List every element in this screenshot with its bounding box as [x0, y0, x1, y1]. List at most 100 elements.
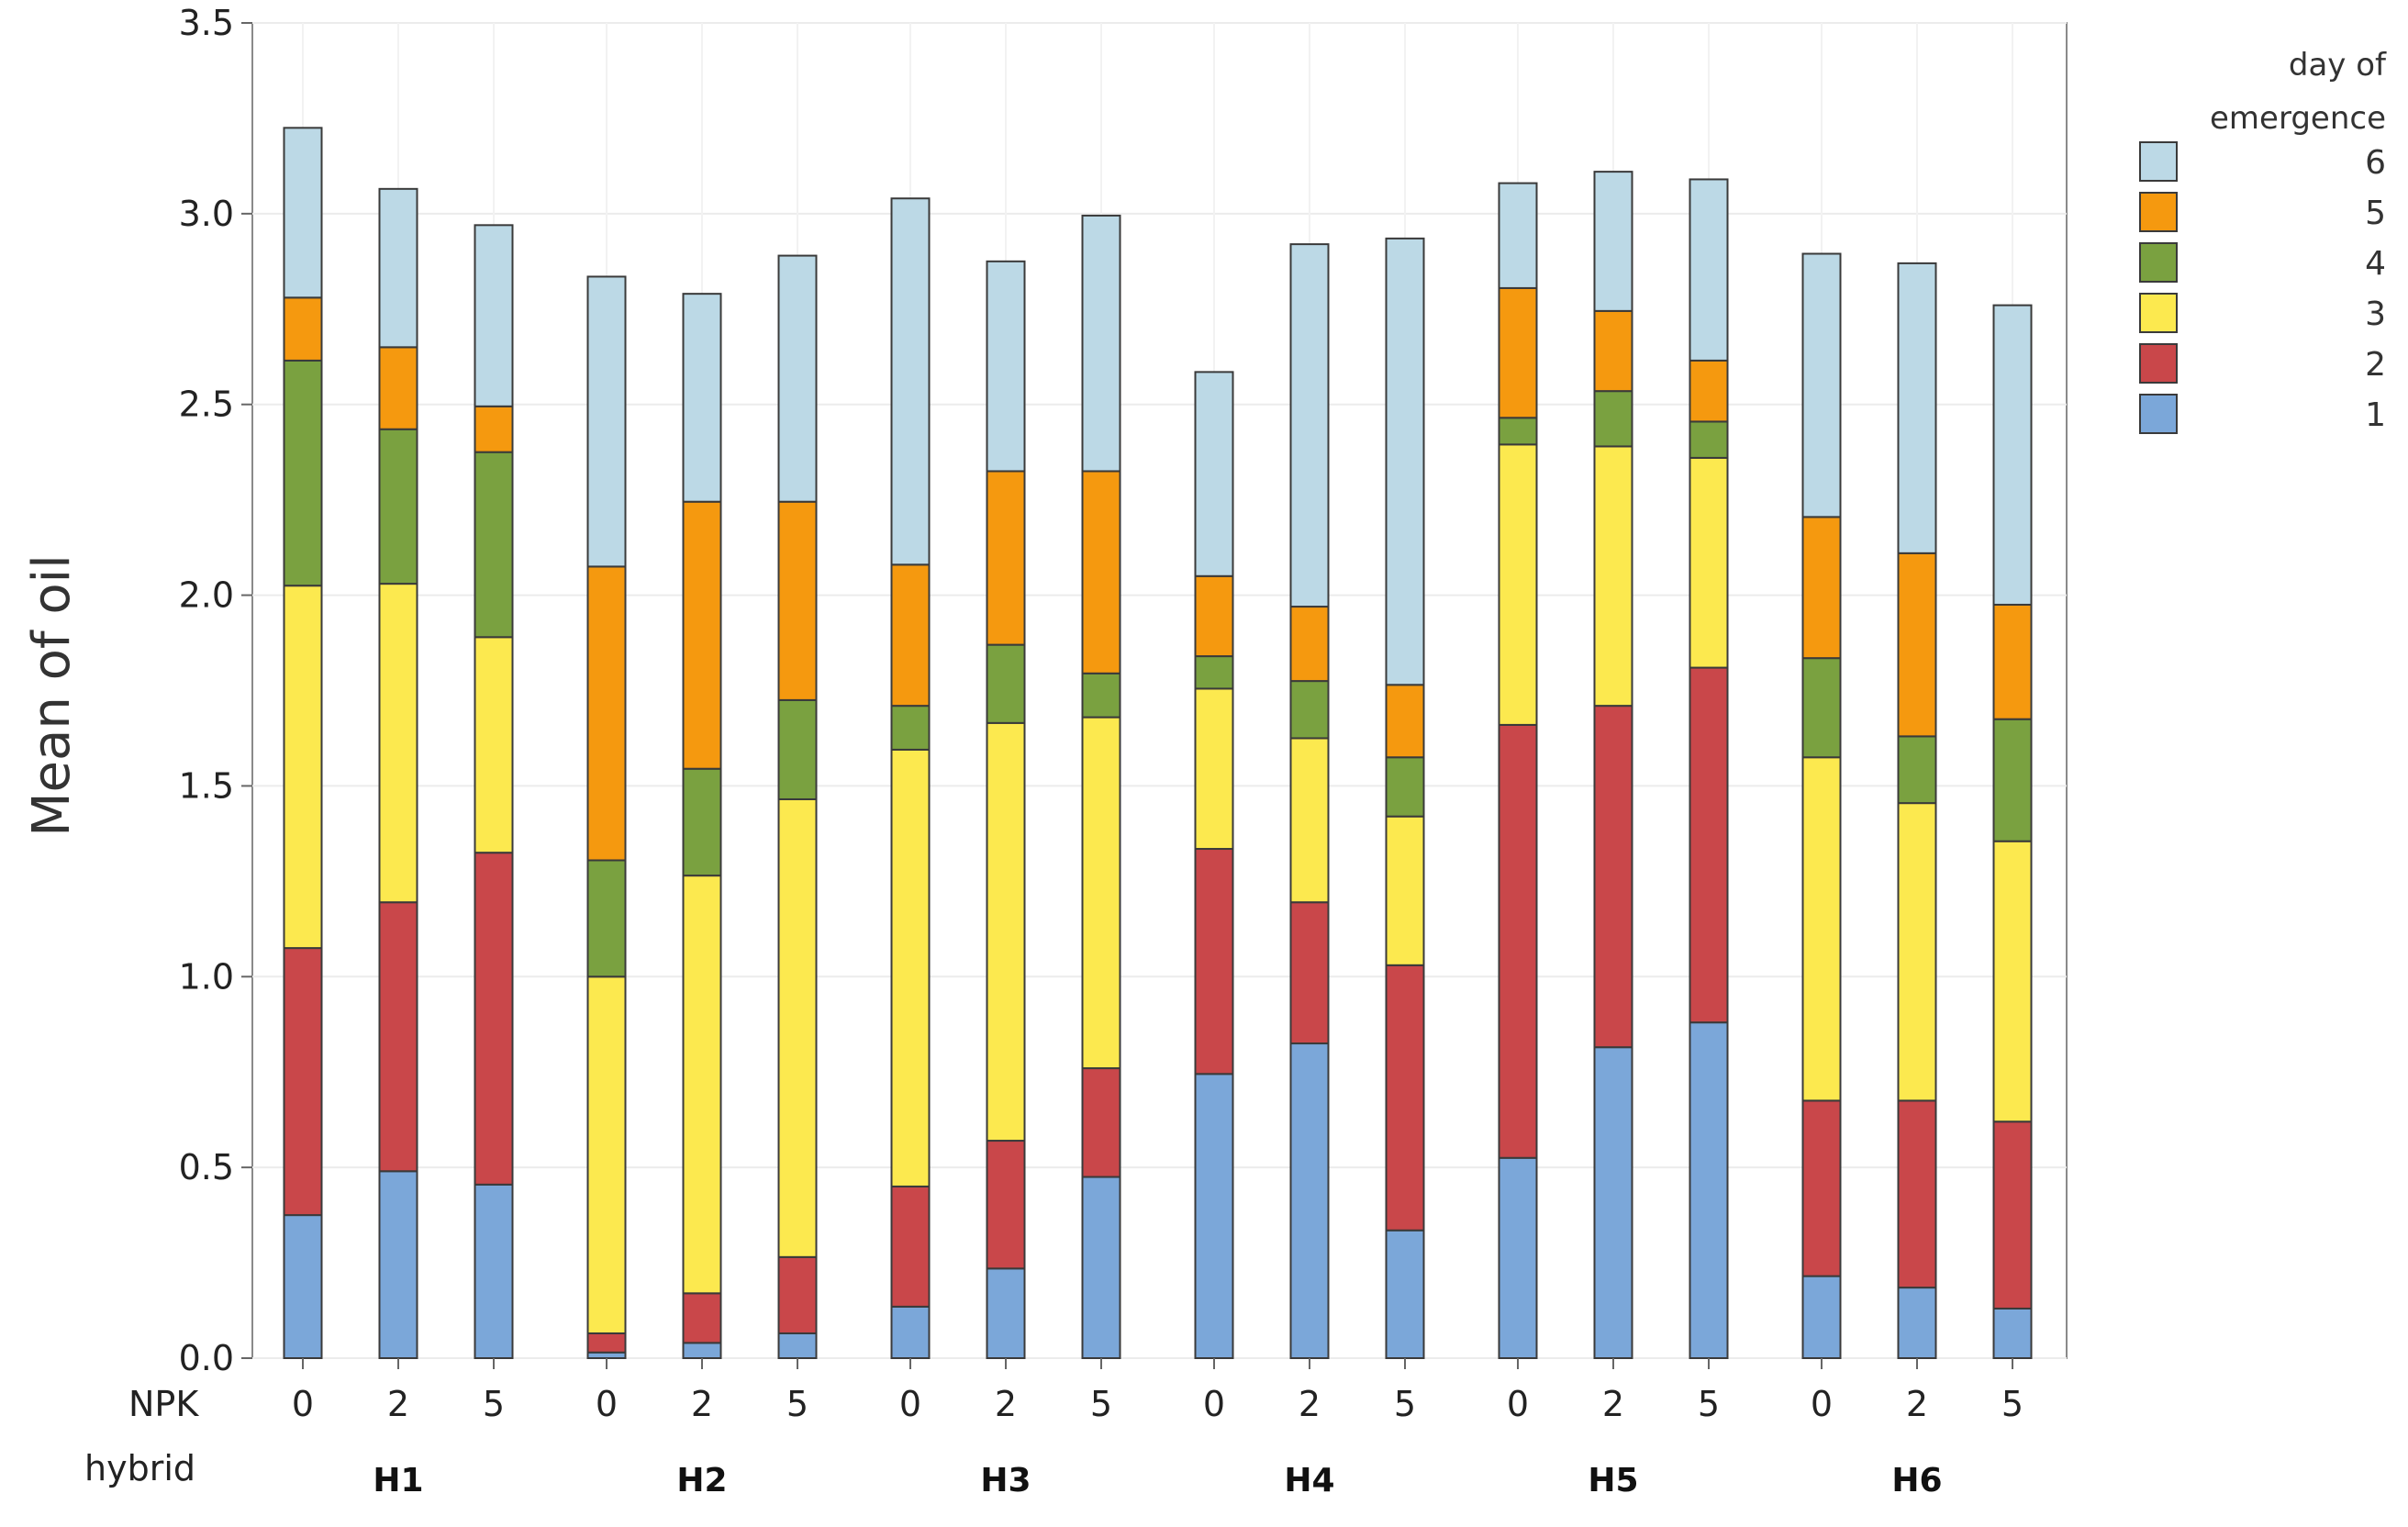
- bar-segment-day-3: [1801, 756, 1842, 1102]
- npk-tick-label: 2: [995, 1384, 1017, 1424]
- npk-tick-label: 5: [1698, 1384, 1720, 1424]
- bar-segment-day-5: [1801, 516, 1842, 660]
- npk-tick-label: 5: [1394, 1384, 1416, 1424]
- y-tick-label: 0.5: [179, 1147, 234, 1187]
- bar-segment-day-5: [682, 500, 722, 770]
- bar-segment-day-1: [890, 1305, 931, 1359]
- bar-segment-day-4: [1385, 756, 1425, 818]
- bar-segment-day-3: [1689, 456, 1729, 669]
- bar-segment-day-4: [1992, 718, 2033, 842]
- bar-segment-day-2: [1498, 723, 1538, 1159]
- bar-segment-day-5: [1689, 359, 1729, 423]
- y-tick-label: 1.5: [179, 765, 234, 806]
- bar-segment-day-4: [1801, 657, 1842, 759]
- bar-segment-day-5: [474, 405, 514, 453]
- y-tick-label: 3.0: [179, 194, 234, 234]
- bar-segment-day-6: [1498, 182, 1538, 289]
- npk-tick-label: 2: [691, 1384, 713, 1424]
- bar-segment-day-6: [1593, 171, 1633, 312]
- bar-segment-day-6: [1194, 371, 1234, 577]
- npk-tick-label: 0: [292, 1384, 314, 1424]
- npk-tick-label: 2: [1906, 1384, 1928, 1424]
- bar-segment-day-2: [1801, 1099, 1842, 1277]
- bar-segment-day-4: [586, 859, 627, 978]
- bar-segment-day-4: [1689, 420, 1729, 459]
- bar-segment-day-4: [283, 359, 323, 587]
- hybrid-row-label: hybrid: [84, 1448, 195, 1488]
- npk-tick-label: 0: [899, 1384, 921, 1424]
- bar-segment-day-3: [682, 875, 722, 1295]
- bar-segment-day-3: [378, 583, 418, 904]
- bar-segment-day-2: [1081, 1067, 1121, 1178]
- bar-segment-day-2: [1992, 1120, 2033, 1310]
- bar-segment-day-3: [986, 721, 1026, 1142]
- bar-segment-day-2: [682, 1292, 722, 1344]
- hybrid-label: H6: [1891, 1462, 1942, 1499]
- bar-segment-day-5: [1498, 286, 1538, 419]
- legend-title-line1: day of: [2289, 47, 2387, 84]
- npk-tick-label: 0: [596, 1384, 618, 1424]
- bar-segment-day-2: [1593, 705, 1633, 1049]
- bar-segment-day-6: [474, 224, 514, 407]
- hybrid-label: H5: [1588, 1462, 1638, 1499]
- bar-segment-day-5: [1992, 603, 2033, 720]
- bar-segment-day-3: [1593, 445, 1633, 708]
- bar-segment-day-5: [1593, 309, 1633, 393]
- y-tick-label: 3.5: [179, 3, 234, 43]
- bar-segment-day-1: [378, 1170, 418, 1360]
- bar-segment-day-3: [283, 585, 323, 950]
- bar-segment-day-1: [1385, 1229, 1425, 1359]
- legend-items: 6 5 4 3 2 1: [2139, 141, 2386, 434]
- bar-segment-day-5: [1385, 684, 1425, 759]
- npk-tick-label: 2: [1299, 1384, 1321, 1424]
- bar-segment-day-5: [1289, 606, 1330, 683]
- hybrid-label: H2: [676, 1462, 727, 1499]
- bar-segment-day-2: [890, 1185, 931, 1308]
- bar-segment-day-2: [1194, 848, 1234, 1076]
- bar-segment-day-1: [1593, 1046, 1633, 1359]
- bar-segment-day-6: [1689, 178, 1729, 362]
- bar-segment-day-4: [682, 767, 722, 877]
- bars: [283, 127, 2033, 1360]
- npk-tick-label: 2: [1602, 1384, 1624, 1424]
- bar-segment-day-1: [1498, 1156, 1538, 1359]
- legend-label: 5: [2365, 195, 2386, 232]
- bar-segment-day-2: [1385, 964, 1425, 1232]
- bar-segment-day-5: [283, 296, 323, 362]
- legend-swatch: [2139, 242, 2178, 283]
- bar-segment-day-3: [1385, 815, 1425, 966]
- y-tick-label: 2.0: [179, 575, 234, 616]
- bar-segment-day-5: [1897, 552, 1937, 738]
- bar-segment-day-4: [986, 643, 1026, 724]
- bar-segment-day-4: [1289, 680, 1330, 740]
- bar-segment-day-4: [1194, 655, 1234, 690]
- bar-segment-day-6: [986, 260, 1026, 473]
- y-axis-title: Mean of oil: [22, 554, 82, 837]
- bar-segment-day-4: [1081, 672, 1121, 719]
- legend-label: 4: [2365, 245, 2386, 283]
- bar-segment-day-2: [586, 1332, 627, 1354]
- legend-swatch: [2139, 394, 2178, 434]
- bar-segment-day-1: [1992, 1307, 2033, 1360]
- bar-segment-day-1: [682, 1342, 722, 1360]
- npk-row-label: NPK: [128, 1384, 199, 1424]
- bar-segment-day-3: [474, 636, 514, 854]
- bar-segment-day-3: [1081, 716, 1121, 1070]
- bar-segment-day-3: [586, 975, 627, 1334]
- bar-segment-day-4: [777, 698, 818, 800]
- bar-segment-day-3: [1992, 840, 2033, 1123]
- bar-segment-day-4: [890, 705, 931, 751]
- bar-segment-day-3: [1289, 737, 1330, 904]
- y-tick-label: 1.0: [179, 956, 234, 997]
- npk-tick-label: 2: [387, 1384, 409, 1424]
- bar-segment-day-6: [283, 127, 323, 299]
- x-axis-ticks: 0 2 5 0 2 5 0 2 5 0 2 5 0 2 5 0 2 5 H1 H2 H3 H4 H5 H6: [292, 1358, 2023, 1499]
- npk-tick-label: 5: [1090, 1384, 1112, 1424]
- legend-label: 3: [2365, 295, 2386, 333]
- legend-label: 1: [2365, 396, 2386, 434]
- bar-segment-day-4: [1593, 390, 1633, 448]
- bar-segment-day-2: [1689, 666, 1729, 1024]
- bar-segment-day-6: [378, 187, 418, 349]
- bar-segment-day-5: [1194, 574, 1234, 658]
- bar-segment-day-2: [283, 947, 323, 1217]
